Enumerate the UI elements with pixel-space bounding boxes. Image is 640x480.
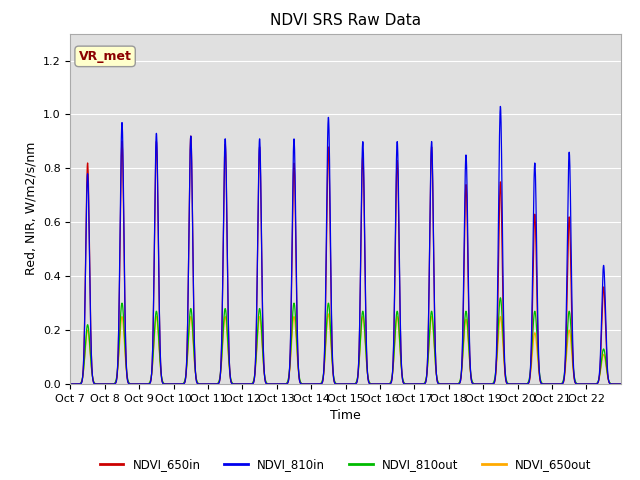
NDVI_650out: [324, 311, 332, 317]
Line: NDVI_650out: NDVI_650out: [70, 314, 621, 384]
NDVI_650in: [179, 381, 187, 387]
Text: VR_met: VR_met: [79, 50, 132, 63]
NDVI_650in: [417, 381, 424, 387]
NDVI_810in: [500, 326, 508, 332]
NDVI_810in: [67, 381, 74, 387]
NDVI_810in: [465, 288, 472, 293]
NDVI_810in: [617, 381, 625, 387]
NDVI_810in: [611, 381, 619, 387]
NDVI_810out: [533, 330, 541, 336]
NDVI_810out: [611, 381, 619, 387]
Title: NDVI SRS Raw Data: NDVI SRS Raw Data: [270, 13, 421, 28]
NDVI_650out: [179, 381, 187, 386]
Line: NDVI_810in: NDVI_810in: [70, 107, 621, 384]
Line: NDVI_810out: NDVI_810out: [70, 298, 621, 384]
NDVI_810in: [497, 104, 504, 109]
NDVI_810out: [500, 349, 508, 355]
NDVI_810out: [497, 295, 504, 300]
NDVI_650in: [67, 381, 74, 387]
NDVI_810out: [416, 381, 424, 387]
NDVI_650out: [465, 347, 472, 352]
NDVI_810out: [179, 381, 187, 386]
NDVI_650out: [67, 381, 74, 387]
NDVI_650out: [533, 345, 541, 351]
Line: NDVI_650in: NDVI_650in: [70, 136, 621, 384]
NDVI_810out: [617, 381, 625, 387]
NDVI_810in: [179, 381, 187, 387]
NDVI_650in: [465, 309, 472, 315]
X-axis label: Time: Time: [330, 409, 361, 422]
NDVI_650out: [617, 381, 625, 387]
NDVI_810in: [416, 381, 424, 387]
NDVI_650out: [500, 356, 508, 362]
NDVI_650out: [611, 381, 619, 387]
NDVI_650in: [611, 381, 619, 387]
NDVI_650in: [533, 286, 541, 292]
Legend: NDVI_650in, NDVI_810in, NDVI_810out, NDVI_650out: NDVI_650in, NDVI_810in, NDVI_810out, NDV…: [95, 454, 596, 476]
NDVI_650in: [617, 381, 625, 387]
NDVI_650in: [187, 133, 195, 139]
NDVI_810in: [533, 257, 541, 263]
Y-axis label: Red, NIR, W/m2/s/nm: Red, NIR, W/m2/s/nm: [24, 142, 37, 276]
NDVI_650out: [417, 381, 424, 387]
NDVI_650in: [500, 341, 508, 347]
NDVI_810out: [67, 381, 74, 387]
NDVI_810out: [465, 339, 472, 345]
